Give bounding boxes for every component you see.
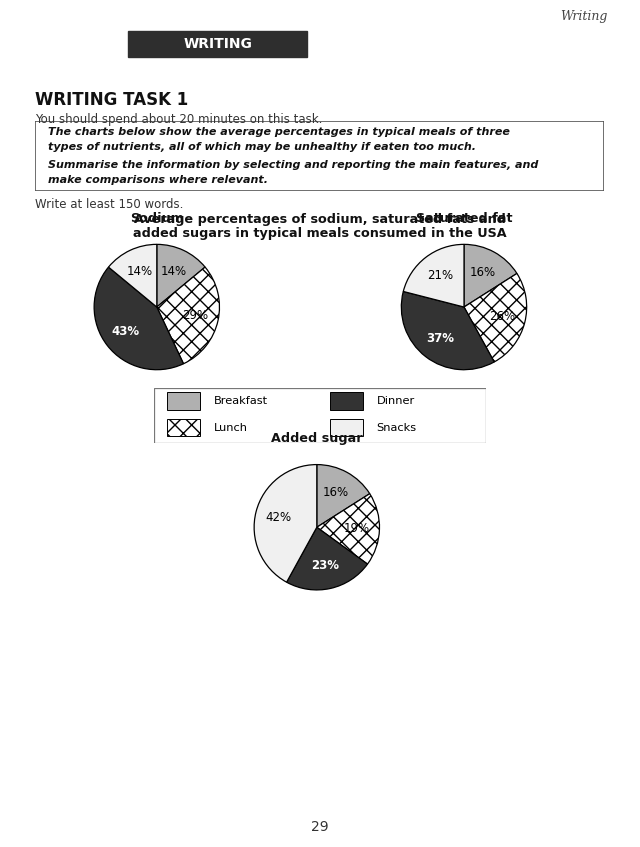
Text: added sugars in typical meals consumed in the USA: added sugars in typical meals consumed i… bbox=[133, 227, 507, 240]
Text: 21%: 21% bbox=[427, 269, 453, 282]
Text: make comparisons where relevant.: make comparisons where relevant. bbox=[48, 175, 268, 185]
Text: 42%: 42% bbox=[266, 511, 292, 524]
Title: Sodium: Sodium bbox=[130, 212, 184, 224]
Bar bbox=[330, 392, 364, 410]
Wedge shape bbox=[254, 464, 317, 582]
Bar bbox=[330, 418, 364, 436]
Text: 43%: 43% bbox=[111, 324, 140, 338]
Text: 37%: 37% bbox=[426, 332, 454, 345]
Wedge shape bbox=[401, 291, 494, 369]
Text: The charts below show the average percentages in typical meals of three: The charts below show the average percen… bbox=[48, 127, 509, 136]
Text: You should spend about 20 minutes on this task.: You should spend about 20 minutes on thi… bbox=[35, 113, 323, 126]
Wedge shape bbox=[109, 244, 157, 307]
Text: WRITING TASK 1: WRITING TASK 1 bbox=[35, 91, 188, 108]
Wedge shape bbox=[157, 267, 220, 363]
Text: 19%: 19% bbox=[343, 522, 369, 535]
Text: 16%: 16% bbox=[323, 486, 349, 499]
Text: Breakfast: Breakfast bbox=[214, 396, 268, 407]
Text: 29: 29 bbox=[311, 820, 329, 834]
Text: 14%: 14% bbox=[161, 265, 187, 278]
Wedge shape bbox=[464, 244, 517, 307]
Text: WRITING: WRITING bbox=[183, 37, 252, 51]
Text: types of nutrients, all of which may be unhealthy if eaten too much.: types of nutrients, all of which may be … bbox=[48, 142, 476, 152]
Text: Snacks: Snacks bbox=[376, 423, 417, 433]
Wedge shape bbox=[287, 527, 367, 590]
Text: 14%: 14% bbox=[127, 265, 153, 278]
Text: Lunch: Lunch bbox=[214, 423, 248, 433]
Wedge shape bbox=[317, 494, 380, 564]
Wedge shape bbox=[94, 267, 184, 369]
Title: Added sugar: Added sugar bbox=[271, 432, 363, 445]
Wedge shape bbox=[317, 464, 370, 527]
Text: Average percentages of sodium, saturated fats and: Average percentages of sodium, saturated… bbox=[134, 213, 506, 226]
Wedge shape bbox=[157, 244, 205, 307]
Title: Saturated fat: Saturated fat bbox=[416, 212, 512, 224]
Text: Dinner: Dinner bbox=[376, 396, 415, 407]
Text: 16%: 16% bbox=[470, 266, 496, 279]
Text: 23%: 23% bbox=[312, 559, 339, 573]
Text: Summarise the information by selecting and reporting the main features, and: Summarise the information by selecting a… bbox=[48, 160, 538, 170]
Text: 26%: 26% bbox=[489, 310, 515, 324]
Wedge shape bbox=[464, 274, 527, 362]
Bar bbox=[167, 418, 200, 436]
Text: 29%: 29% bbox=[182, 309, 209, 322]
Wedge shape bbox=[403, 244, 464, 307]
Bar bbox=[167, 392, 200, 410]
Text: Writing: Writing bbox=[561, 10, 608, 23]
Text: Write at least 150 words.: Write at least 150 words. bbox=[35, 198, 184, 211]
